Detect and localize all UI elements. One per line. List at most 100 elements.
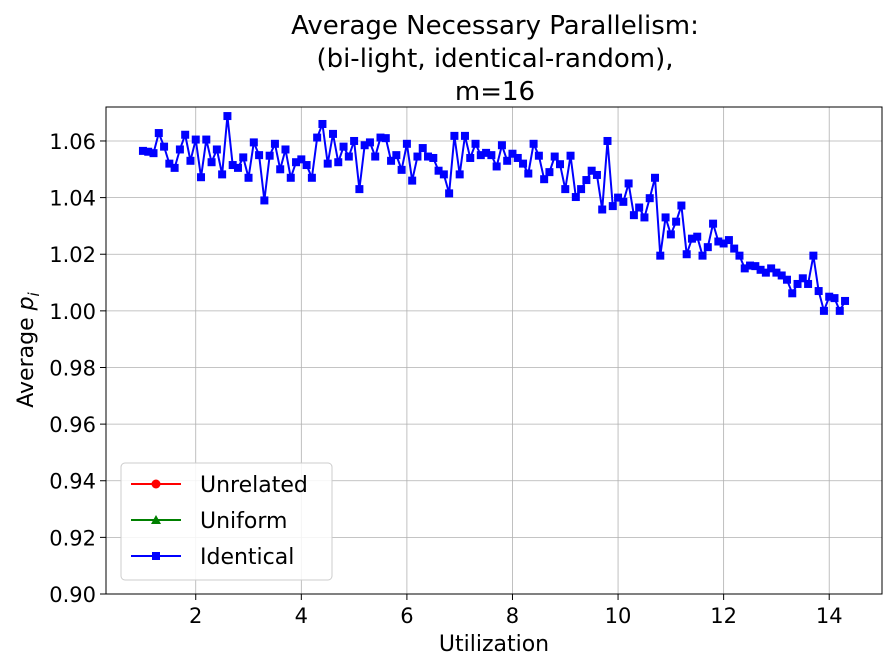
y-axis-label: Average pi bbox=[14, 291, 43, 407]
data-point bbox=[255, 151, 264, 160]
data-point bbox=[793, 279, 802, 288]
data-point bbox=[698, 251, 707, 260]
data-point bbox=[265, 151, 274, 160]
data-point bbox=[360, 141, 369, 150]
data-point bbox=[460, 131, 469, 140]
data-point bbox=[439, 170, 448, 179]
data-point bbox=[334, 158, 343, 167]
data-point bbox=[635, 203, 644, 212]
data-point bbox=[751, 262, 760, 271]
x-tick-label: 4 bbox=[295, 604, 308, 628]
data-point bbox=[297, 155, 306, 164]
data-point bbox=[756, 265, 765, 274]
data-point bbox=[825, 292, 834, 301]
data-point bbox=[476, 151, 485, 160]
data-point bbox=[814, 287, 823, 296]
data-point bbox=[619, 197, 628, 206]
data-point bbox=[302, 161, 311, 170]
title-line-3: m=16 bbox=[455, 77, 535, 107]
data-point bbox=[608, 202, 617, 211]
data-point bbox=[614, 193, 623, 202]
data-point bbox=[534, 151, 543, 160]
data-point bbox=[519, 159, 528, 168]
y-tick-label: 1.00 bbox=[49, 300, 96, 324]
x-tick-label: 14 bbox=[816, 604, 843, 628]
data-point bbox=[387, 156, 396, 165]
legend-marker-uniform bbox=[151, 515, 161, 524]
data-point bbox=[524, 169, 533, 178]
y-axis-label-var: p bbox=[14, 296, 39, 311]
data-point bbox=[492, 162, 501, 171]
data-point bbox=[413, 152, 422, 161]
data-point bbox=[767, 264, 776, 273]
data-point bbox=[529, 139, 538, 148]
data-point bbox=[455, 170, 464, 179]
x-tick-label: 6 bbox=[400, 604, 413, 628]
data-point bbox=[249, 138, 258, 147]
data-point bbox=[397, 165, 406, 174]
data-point bbox=[661, 213, 670, 222]
tick-layer: 2 4 6 8 10 12 14 0.90 0.92 0.94 0.96 0.98 1.00 1.02 1.… bbox=[49, 130, 842, 628]
plot-frame bbox=[105, 106, 883, 595]
data-point bbox=[819, 306, 828, 315]
data-point bbox=[286, 173, 295, 182]
x-tick-label: 12 bbox=[710, 604, 737, 628]
y-tick-label: 0.98 bbox=[49, 356, 96, 380]
data-point bbox=[582, 176, 591, 185]
data-point bbox=[408, 176, 417, 185]
x-tick-label: 10 bbox=[605, 604, 632, 628]
data-point bbox=[365, 138, 374, 147]
legend: Unrelated Uniform Identical bbox=[120, 462, 333, 581]
legend-label-unrelated: Unrelated bbox=[200, 473, 308, 498]
data-point bbox=[270, 139, 279, 148]
y-tick-label: 0.90 bbox=[49, 583, 96, 607]
x-tick-label: 8 bbox=[506, 604, 519, 628]
data-point bbox=[719, 239, 728, 248]
data-point bbox=[709, 219, 718, 228]
data-point bbox=[424, 152, 433, 161]
data-point bbox=[307, 173, 316, 182]
data-point bbox=[191, 135, 200, 144]
data-point bbox=[798, 274, 807, 283]
legend-label-uniform: Uniform bbox=[200, 509, 287, 534]
data-point bbox=[207, 158, 216, 167]
y-tick-label: 1.04 bbox=[49, 187, 96, 211]
data-point bbox=[466, 153, 475, 162]
data-point bbox=[624, 179, 633, 188]
data-point bbox=[149, 149, 158, 158]
y-tick-label: 0.92 bbox=[49, 526, 96, 550]
data-point bbox=[344, 152, 353, 161]
data-point bbox=[761, 268, 770, 277]
data-point bbox=[629, 211, 638, 220]
x-tick-label: 2 bbox=[189, 604, 202, 628]
y-tick-label: 1.06 bbox=[49, 130, 96, 154]
data-point bbox=[197, 173, 206, 182]
legend-box bbox=[120, 462, 333, 581]
data-point bbox=[703, 243, 712, 252]
y-tick-label: 0.96 bbox=[49, 413, 96, 437]
data-point bbox=[445, 189, 454, 198]
data-point bbox=[381, 134, 390, 143]
data-point bbox=[540, 175, 549, 184]
data-point bbox=[571, 193, 580, 202]
data-point bbox=[138, 146, 147, 155]
data-point bbox=[714, 237, 723, 246]
chart-title: Average Necessary Parallelism: (bi-light… bbox=[291, 11, 699, 107]
data-point bbox=[233, 163, 242, 172]
data-point bbox=[730, 244, 739, 253]
data-point bbox=[318, 119, 327, 128]
data-point bbox=[777, 271, 786, 280]
data-point bbox=[841, 296, 850, 305]
data-point bbox=[640, 213, 649, 222]
data-point bbox=[724, 236, 733, 245]
data-point bbox=[598, 205, 607, 214]
data-point bbox=[677, 201, 686, 210]
data-point bbox=[788, 289, 797, 298]
data-point bbox=[339, 142, 348, 151]
data-point bbox=[645, 194, 654, 203]
data-point bbox=[772, 268, 781, 277]
data-point bbox=[471, 139, 480, 148]
data-point bbox=[175, 145, 184, 154]
data-point bbox=[260, 196, 269, 205]
data-point bbox=[450, 131, 459, 140]
